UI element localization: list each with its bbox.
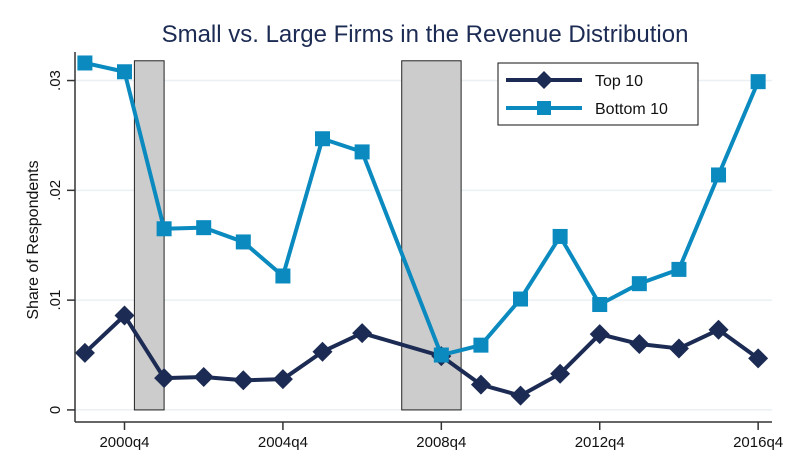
y-tick-label: 0 [47, 406, 64, 414]
legend-marker-square [537, 101, 551, 115]
x-tick-label: 2012q4 [575, 434, 625, 451]
x-tick-label: 2000q4 [99, 434, 149, 451]
data-point-square [354, 144, 370, 160]
legend-label: Top 10 [595, 73, 643, 90]
data-point-diamond [510, 385, 531, 406]
data-point-square [433, 347, 449, 363]
y-axis-title: Share of Respondents [25, 160, 42, 319]
x-tick-label: 2016q4 [733, 434, 783, 451]
legend-label: Bottom 10 [595, 101, 668, 118]
series-lines [74, 55, 769, 406]
data-point-square [315, 131, 331, 147]
data-point-diamond [312, 341, 333, 362]
data-point-square [671, 261, 687, 277]
data-point-diamond [193, 366, 214, 387]
data-point-square [750, 74, 766, 90]
y-tick-label: .03 [47, 70, 64, 91]
data-point-diamond [748, 348, 769, 369]
x-tick-label: 2008q4 [416, 434, 466, 451]
data-point-square [77, 55, 93, 71]
data-point-diamond [233, 370, 254, 391]
data-point-diamond [272, 369, 293, 390]
data-point-diamond [114, 305, 135, 326]
data-point-square [156, 221, 172, 237]
data-point-diamond [74, 342, 95, 363]
recession-bar [401, 60, 462, 411]
axes [74, 52, 772, 423]
chart-title: Small vs. Large Firms in the Revenue Dis… [162, 21, 689, 48]
legend-marker-diamond [535, 71, 553, 89]
y-tick-label: .02 [47, 180, 64, 201]
data-point-square [275, 268, 291, 284]
data-point-square [513, 291, 529, 307]
data-point-diamond [589, 324, 610, 345]
data-point-diamond [708, 319, 729, 340]
data-point-square [235, 234, 251, 250]
legend-box [497, 62, 699, 126]
y-ticks: 0 .01 .02 .03 [47, 70, 75, 414]
data-point-square [196, 220, 212, 236]
data-point-square [631, 276, 647, 292]
data-point-square [711, 167, 727, 183]
data-point-square [552, 228, 568, 244]
data-point-diamond [154, 368, 175, 389]
data-point-diamond [629, 334, 650, 355]
y-tick-label: .01 [47, 290, 64, 311]
data-point-square [117, 64, 133, 80]
data-point-diamond [352, 323, 373, 344]
data-point-square [592, 297, 608, 313]
data-point-diamond [668, 338, 689, 359]
data-point-square [473, 337, 489, 353]
x-tick-label: 2004q4 [258, 434, 308, 451]
recession-shading [133, 60, 462, 411]
x-ticks: 2000q4 2004q4 2008q4 2012q4 2016q4 [99, 422, 783, 451]
legend: Top 10 Bottom 10 [497, 62, 699, 126]
data-point-diamond [550, 363, 571, 384]
data-point-diamond [470, 374, 491, 395]
